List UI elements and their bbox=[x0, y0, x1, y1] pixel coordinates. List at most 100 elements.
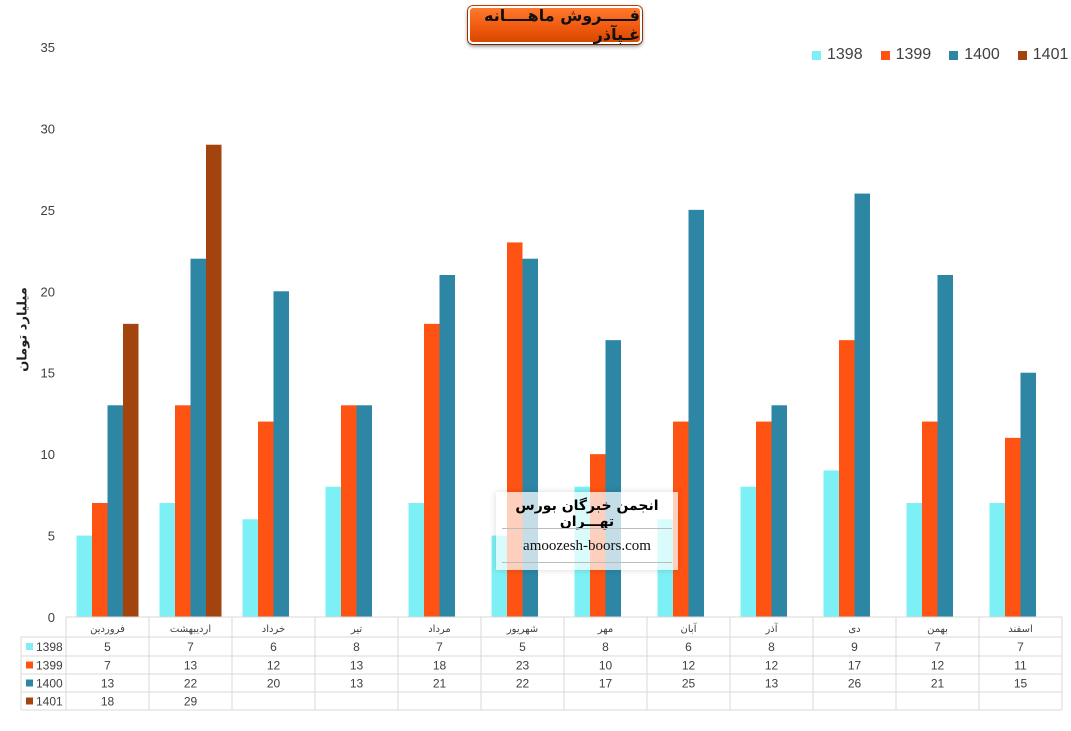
legend-swatch-1401 bbox=[1017, 50, 1027, 60]
table-cell-1399-4: 13 bbox=[350, 659, 364, 673]
bar-1400-8 bbox=[688, 209, 704, 617]
table-cell-1398-10: 9 bbox=[851, 640, 858, 654]
legend-label-1401: 1401 bbox=[1032, 46, 1069, 63]
table-cell-1398-8: 6 bbox=[685, 640, 692, 654]
table-cell-1398-6: 5 bbox=[519, 640, 526, 654]
table-cell-1399-8: 12 bbox=[682, 659, 696, 673]
table-legend-key-1399 bbox=[26, 661, 33, 669]
table-cell-1400-11: 21 bbox=[931, 677, 945, 691]
table-cell-1400-6: 22 bbox=[516, 677, 530, 691]
bar-1399-12 bbox=[1005, 437, 1021, 617]
x-tick-label: اردیبهشت bbox=[170, 624, 211, 635]
table-cell-1400-3: 20 bbox=[267, 677, 281, 691]
table-cell-1398-11: 7 bbox=[934, 640, 941, 654]
table-legend-key-1398 bbox=[26, 643, 33, 650]
legend-item-1400: 1400 bbox=[949, 46, 1000, 64]
legend-swatch-1400 bbox=[949, 50, 959, 60]
legend-item-1401: 1401 bbox=[1017, 46, 1069, 64]
bar-1399-2 bbox=[175, 405, 191, 617]
chart-title: فـــــروش ماهــــانه غـپآذر bbox=[468, 6, 642, 44]
table-cell-1400-5: 21 bbox=[433, 677, 447, 691]
legend-label-1399: 1399 bbox=[895, 46, 932, 63]
table-cell-1398-3: 6 bbox=[270, 640, 277, 654]
watermark-url: amoozesh-boors.com bbox=[523, 538, 651, 554]
legend-item-1398: 1398 bbox=[812, 46, 863, 64]
bar-1398-12 bbox=[989, 503, 1005, 617]
table-cell-1399-12: 11 bbox=[1014, 659, 1027, 673]
bar-1399-11 bbox=[922, 421, 938, 617]
x-tick-label: مهر bbox=[597, 624, 613, 635]
table-cell-1399-1: 7 bbox=[104, 659, 111, 673]
table-cell-1398-12: 7 bbox=[1017, 640, 1024, 654]
x-tick-label: آبان bbox=[681, 622, 698, 635]
bar-1398-3 bbox=[242, 519, 258, 617]
table-cell-1400-9: 13 bbox=[765, 677, 779, 691]
y-tick-label: 25 bbox=[41, 203, 55, 218]
bar-1398-5 bbox=[408, 503, 424, 617]
table-cell-1400-12: 15 bbox=[1014, 677, 1028, 691]
legend-label-1400: 1400 bbox=[964, 46, 1000, 63]
table-cell-1400-10: 26 bbox=[848, 677, 862, 691]
x-tick-label: بهمن bbox=[927, 624, 948, 635]
table-cell-1399-10: 17 bbox=[848, 659, 862, 673]
bar-1399-5 bbox=[424, 323, 440, 617]
table-cell-1398-7: 8 bbox=[602, 640, 609, 654]
table-cell-1399-6: 23 bbox=[516, 659, 530, 673]
table-cell-1399-7: 10 bbox=[599, 659, 613, 673]
data-table: فروردین اردیبهشت خرداد تیر مرداد شهریور مهر آبا… bbox=[20, 616, 1063, 711]
bar-1399-4 bbox=[341, 405, 357, 617]
table-cell-1400-2: 22 bbox=[184, 677, 198, 691]
watermark-divider bbox=[502, 528, 672, 529]
y-tick-label: 15 bbox=[41, 366, 55, 381]
bar-1398-2 bbox=[159, 503, 175, 617]
x-tick-label: شهریور bbox=[506, 624, 538, 635]
table-series-name: 1401 bbox=[36, 695, 63, 709]
bar-1398-11 bbox=[906, 503, 922, 617]
bar-1400-9 bbox=[771, 405, 787, 617]
table-cell-1400-1: 13 bbox=[101, 677, 115, 691]
table-legend-key-1400 bbox=[26, 679, 33, 687]
legend: 1398 1399 1400 1401 bbox=[812, 46, 1068, 64]
table-cell-1399-9: 12 bbox=[765, 659, 779, 673]
table-cell-1399-2: 13 bbox=[184, 659, 198, 673]
y-tick-label: 20 bbox=[41, 284, 55, 299]
table-cell-1400-8: 25 bbox=[682, 677, 696, 691]
x-tick-label: مرداد bbox=[428, 624, 451, 635]
table-series-name: 1400 bbox=[36, 677, 63, 691]
x-tick-label: دی bbox=[848, 624, 860, 635]
watermark-divider bbox=[502, 562, 672, 563]
watermark: انجمن خبرگان بورس تهـــران amoozesh-boor… bbox=[496, 492, 678, 570]
bar-1400-12 bbox=[1020, 372, 1036, 617]
table-cell-1398-1: 5 bbox=[104, 640, 111, 654]
y-tick-label: 10 bbox=[41, 447, 55, 462]
bar-1399-10 bbox=[839, 340, 855, 617]
table-cell-1400-7: 17 bbox=[599, 677, 613, 691]
table-cell-1400-4: 13 bbox=[350, 677, 364, 691]
x-tick-label: فروردین bbox=[90, 624, 125, 635]
bar-1401-1 bbox=[123, 323, 139, 617]
watermark-org: انجمن خبرگان بورس تهـــران bbox=[515, 498, 659, 530]
bar-1400-2 bbox=[190, 258, 206, 617]
bar-1398-1 bbox=[76, 535, 92, 617]
bar-1399-9 bbox=[756, 421, 772, 617]
legend-label-1398: 1398 bbox=[827, 46, 863, 63]
y-axis: 0 5 10 15 20 25 30 35 bbox=[41, 40, 55, 625]
table-cell-1399-5: 18 bbox=[433, 659, 447, 673]
bar-1399-1 bbox=[92, 503, 108, 617]
y-tick-label: 5 bbox=[48, 529, 55, 544]
table-cell-1401-2: 29 bbox=[184, 695, 198, 709]
y-tick-label: 30 bbox=[41, 121, 55, 136]
bar-1398-4 bbox=[325, 486, 341, 617]
bar-1398-9 bbox=[740, 486, 756, 617]
legend-swatch-1399 bbox=[880, 50, 890, 60]
bar-1401-2 bbox=[206, 144, 222, 617]
table-cell-1398-9: 8 bbox=[768, 640, 775, 654]
table-cell-1398-5: 7 bbox=[436, 640, 443, 654]
x-tick-label: تیر bbox=[350, 624, 363, 635]
table-cell-1401-1: 18 bbox=[101, 695, 115, 709]
bar-1400-7 bbox=[605, 340, 621, 617]
table-cell-1399-3: 12 bbox=[267, 659, 281, 673]
legend-swatch-1398 bbox=[812, 50, 821, 60]
x-tick-label: خرداد bbox=[262, 624, 285, 635]
bar-1399-3 bbox=[258, 421, 274, 617]
